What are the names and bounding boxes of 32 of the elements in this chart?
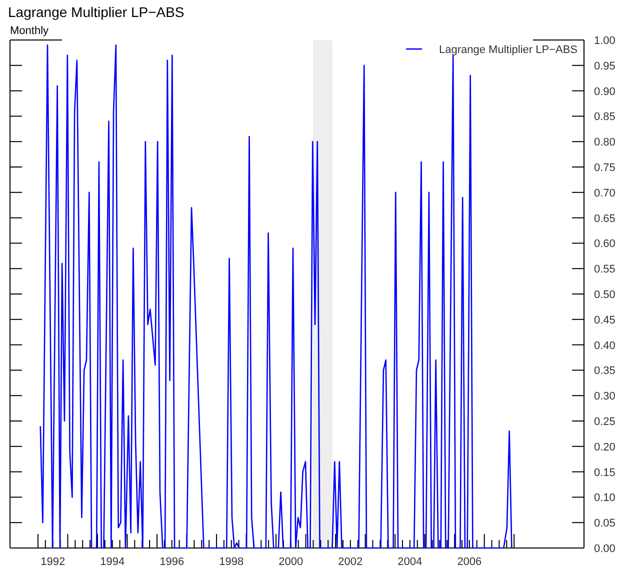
x-tick-label: 2000 (278, 556, 304, 568)
chart-subtitle: Monthly (10, 25, 50, 37)
x-tick-label: 2004 (398, 556, 422, 568)
y-tick-label: 0.95 (594, 60, 616, 72)
y-tick-label: 0.00 (594, 543, 616, 555)
x-tick-label: 2002 (338, 556, 363, 568)
y-tick-label: 0.50 (594, 289, 616, 301)
x-tick-label: 1998 (219, 556, 244, 568)
y-tick-label: 0.35 (594, 365, 616, 378)
x-tick-label: 1994 (100, 556, 125, 568)
y-tick-label: 1.00 (594, 35, 616, 47)
y-tick-label: 0.30 (594, 390, 616, 403)
y-tick-label: 0.70 (594, 187, 616, 200)
chart-title: Lagrange Multiplier LP−ABS (8, 4, 184, 20)
x-tick-label: 2006 (457, 556, 482, 568)
y-tick-label: 0.75 (594, 162, 616, 174)
y-tick-label: 0.65 (594, 212, 616, 225)
x-tick-label: 1996 (160, 556, 184, 568)
x-tick-label: 1992 (40, 556, 66, 568)
y-tick-label: 0.45 (594, 314, 616, 326)
y-tick-label: 0.40 (594, 340, 616, 352)
y-tick-label: 0.85 (594, 111, 616, 124)
y-tick-label: 0.55 (594, 264, 616, 276)
y-tick-label: 0.10 (594, 492, 616, 504)
y-tick-label: 0.60 (594, 238, 616, 250)
legend-label: Lagrange Multiplier LP−ABS (439, 44, 578, 56)
y-tick-label: 0.20 (594, 441, 616, 454)
y-tick-label: 0.90 (594, 86, 616, 98)
y-tick-label: 0.25 (594, 416, 616, 428)
y-tick-label: 0.15 (594, 466, 616, 479)
y-tick-label: 0.80 (594, 136, 616, 149)
y-tick-label: 0.05 (594, 518, 616, 530)
